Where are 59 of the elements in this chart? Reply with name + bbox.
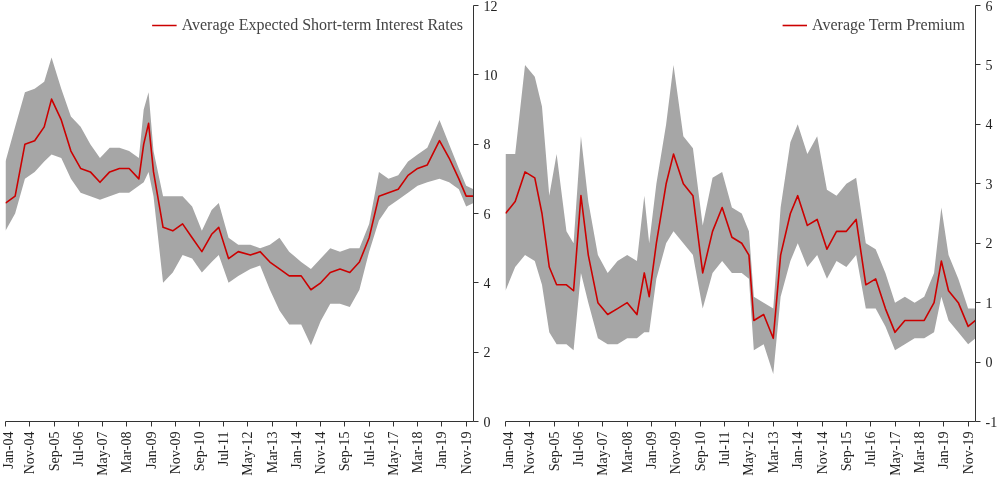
x-tick-label: Jan-09	[143, 431, 159, 469]
y-tick-label: 6	[985, 0, 993, 14]
x-tick-label: Nov-09	[668, 431, 684, 475]
y-tick-label: -1	[985, 414, 998, 430]
x-tick-label: Nov-19	[960, 431, 976, 475]
x-tick-label: Sep-05	[546, 431, 562, 472]
x-tick-label: Jul-16	[361, 431, 377, 467]
y-tick-label: 0	[985, 355, 993, 371]
line-series	[5, 98, 474, 291]
x-tick-label: Sep-10	[692, 431, 708, 472]
x-tick-label: Mar-08	[119, 431, 135, 474]
y-tick-label: 2	[985, 236, 993, 252]
x-tick-label: Jan-19	[936, 431, 952, 469]
x-tick-label: Mar-18	[410, 431, 426, 474]
legend-label: Average Expected Short-term Interest Rates	[181, 16, 463, 34]
x-tick-label: May-07	[595, 431, 611, 476]
x-tick-label: Mar-18	[911, 431, 927, 474]
y-tick-label: 10	[483, 67, 498, 83]
y-tick-label: 4	[985, 117, 993, 133]
x-tick-label: Sep-10	[191, 431, 207, 472]
x-tick-label: Jul-11	[717, 431, 733, 466]
legend-label: Average Term Premium	[812, 16, 965, 34]
x-tick-label: Sep-15	[337, 431, 353, 472]
x-tick-label: Mar-08	[619, 431, 635, 474]
y-tick-label: 5	[985, 57, 993, 73]
y-tick-label: 1	[985, 295, 993, 311]
x-tick-label: Nov-04	[522, 431, 538, 475]
x-tick-label: Jul-11	[216, 431, 232, 466]
x-tick-label: Sep-15	[838, 431, 854, 472]
x-tick-label: Jan-04	[0, 431, 16, 469]
x-tick-label: Jul-06	[570, 431, 586, 467]
x-tick-label: Jul-06	[70, 431, 86, 467]
x-tick-label: May-12	[240, 431, 256, 476]
y-tick-label: 0	[483, 414, 491, 430]
x-tick-label: Jan-14	[790, 431, 806, 469]
x-tick-label: Jan-04	[500, 431, 516, 469]
x-tick-label: Nov-19	[458, 431, 474, 475]
line-series	[505, 153, 976, 340]
x-tick-label: Jul-16	[863, 431, 879, 467]
x-tick-label: Sep-05	[46, 431, 62, 472]
x-tick-label: Mar-13	[765, 431, 781, 474]
x-tick-label: Nov-14	[814, 431, 830, 475]
x-tick-label: Nov-09	[167, 431, 183, 475]
x-tick-label: Jan-09	[644, 431, 660, 469]
y-tick-label: 4	[483, 275, 491, 291]
x-tick-label: May-17	[887, 431, 903, 476]
x-tick-label: Nov-14	[313, 431, 329, 475]
x-tick-label: Mar-13	[264, 431, 280, 474]
x-tick-label: May-07	[94, 431, 110, 476]
x-tick-label: May-17	[385, 431, 401, 476]
y-tick-label: 12	[483, 0, 498, 14]
x-tick-label: May-12	[741, 431, 757, 476]
y-tick-label: 2	[483, 345, 491, 361]
y-tick-label: 8	[483, 137, 491, 153]
y-tick-label: 6	[483, 206, 491, 222]
x-tick-label: Jan-14	[289, 431, 304, 469]
x-tick-label: Jan-19	[434, 431, 450, 469]
x-tick-label: Nov-04	[22, 431, 38, 475]
y-tick-label: 3	[985, 176, 993, 192]
